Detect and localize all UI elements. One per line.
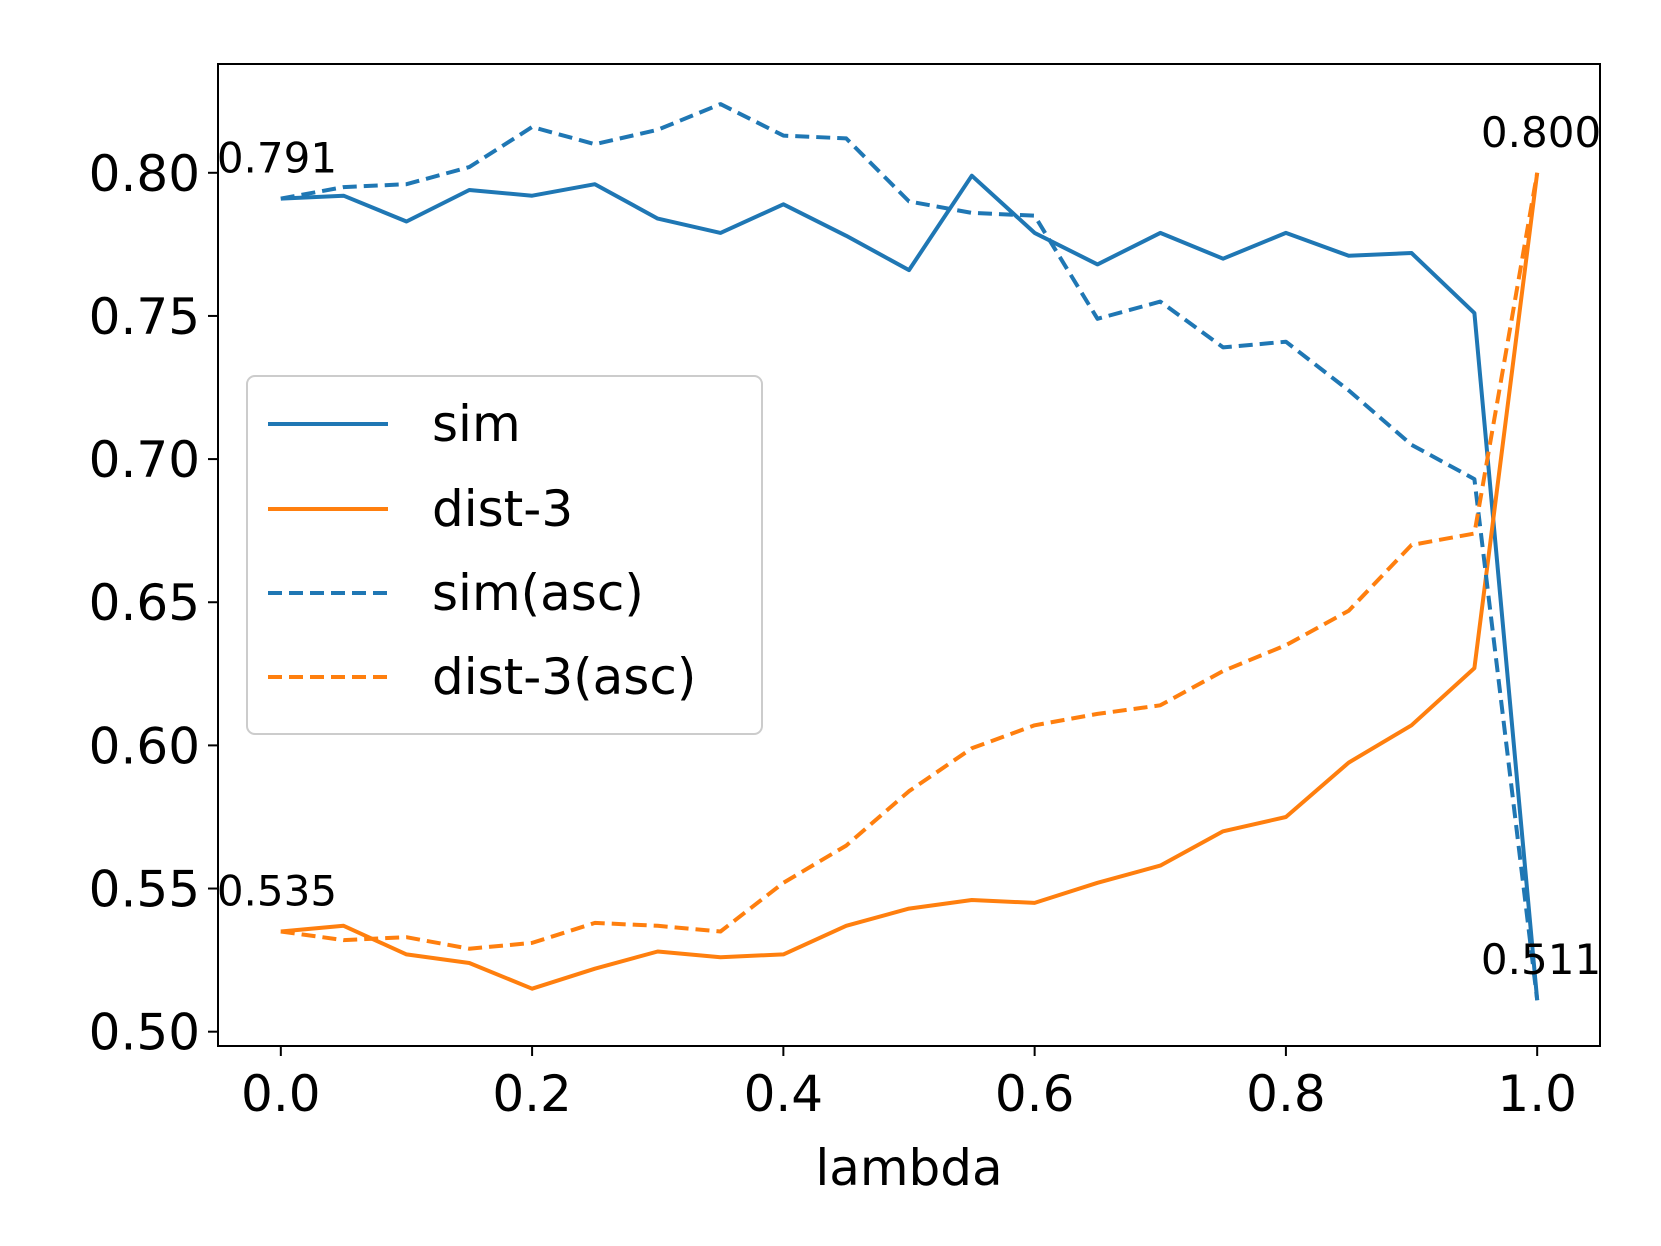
series-line-sim [280, 173, 1540, 1001]
x-tick-label: 0.8 [1246, 1065, 1326, 1123]
ticks-layer: 0.0 0.2 0.4 0.6 0.8 1.0 0.50 0.55 0.60 0.65 0.70 0.… [89, 145, 1577, 1123]
series-line-dist-3 [280, 172, 1540, 991]
annotations-layer: 0.791 0.535 0.800 0.511 [217, 108, 1601, 984]
y-tick-label: 0.55 [89, 861, 200, 919]
series-layer [280, 102, 1540, 1001]
legend-label-sim-asc: sim(asc) [432, 564, 644, 622]
legend-label-sim: sim [432, 395, 521, 453]
series-line-sim-asc [280, 102, 1540, 1001]
x-tick-label: 0.4 [744, 1065, 824, 1123]
value-annotation: 0.535 [217, 866, 337, 915]
y-tick-label: 0.75 [89, 288, 200, 346]
x-tick-label: 0.0 [241, 1065, 321, 1123]
legend-label-dist-3: dist-3 [432, 480, 573, 538]
legend: sim dist-3 sim(asc) dist-3(asc) [246, 375, 763, 735]
series-line-dist-3-asc [280, 172, 1540, 951]
value-annotation: 0.511 [1481, 935, 1601, 984]
value-annotation: 0.791 [217, 134, 337, 183]
x-tick-label: 0.6 [995, 1065, 1075, 1123]
x-tick-label: 0.2 [492, 1065, 572, 1123]
y-tick-label: 0.60 [89, 717, 200, 775]
value-annotation: 0.800 [1481, 108, 1601, 157]
x-tick-label: 1.0 [1497, 1065, 1577, 1123]
y-tick-label: 0.65 [89, 574, 200, 632]
plot-frame [217, 63, 1601, 1047]
legend-box [246, 375, 763, 735]
legend-label-dist-3-asc: dist-3(asc) [432, 648, 696, 706]
y-tick-label: 0.80 [89, 145, 200, 203]
y-tick-label: 0.50 [89, 1004, 200, 1062]
y-tick-label: 0.70 [89, 431, 200, 489]
x-axis-title: lambda [815, 1139, 1002, 1197]
